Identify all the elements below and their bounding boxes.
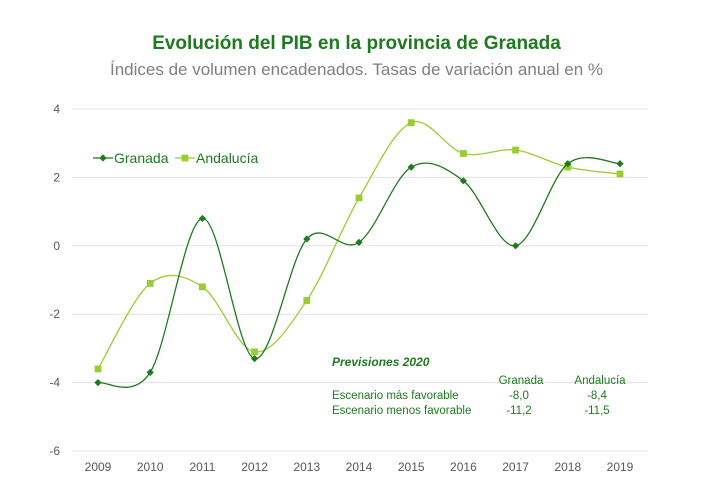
forecast-value: -11,2 xyxy=(506,405,531,417)
data-point-granada xyxy=(564,160,572,168)
y-tick-label: -4 xyxy=(49,376,60,390)
series-granada xyxy=(94,157,624,388)
x-tick-label: 2013 xyxy=(293,460,320,474)
forecast-title: Previsiones 2020 xyxy=(332,355,430,369)
gridlines xyxy=(72,108,648,452)
data-point-granada xyxy=(146,368,154,376)
chart-subtitle: Índices de volumen encadenados. Tasas de… xyxy=(109,60,604,79)
data-point-granada xyxy=(303,235,311,243)
y-tick-label: 2 xyxy=(53,170,60,184)
x-tick-label: 2015 xyxy=(398,460,425,474)
data-point-granada xyxy=(251,355,259,363)
data-point-andaluca xyxy=(355,194,363,202)
forecast-col-granada: Granada xyxy=(499,375,544,387)
forecast-row-label: Escenario más favorable xyxy=(332,390,459,402)
y-axis-ticks: 4 2 0 -2 -4 -6 xyxy=(49,102,60,458)
series-line-granada xyxy=(97,157,621,388)
data-point-andaluca xyxy=(407,119,415,127)
data-point-granada xyxy=(512,242,520,250)
legend-marker-granada xyxy=(99,154,107,162)
data-point-andaluca xyxy=(251,348,258,356)
data-point-granada xyxy=(355,238,363,246)
x-tick-label: 2009 xyxy=(85,460,112,474)
data-point-andaluca xyxy=(460,150,467,157)
x-tick-label: 2016 xyxy=(450,460,477,474)
chart-title: Evolución del PIB en la provincia de Gra… xyxy=(152,33,561,54)
data-point-andaluca xyxy=(303,297,311,304)
data-point-granada xyxy=(94,379,102,387)
forecast-col-andalucia: Andalucía xyxy=(574,375,626,387)
x-tick-label: 2010 xyxy=(137,460,164,474)
legend-label-andaluca: Andalucía xyxy=(196,150,258,166)
forecast-annotation: Previsiones 2020 Granada Andalucía Escen… xyxy=(332,355,626,417)
forecast-value: -8,4 xyxy=(587,390,607,402)
y-tick-label: -6 xyxy=(49,444,60,458)
x-tick-label: 2019 xyxy=(607,460,634,474)
forecast-row-label: Escenario menos favorable xyxy=(332,405,471,417)
x-tick-label: 2012 xyxy=(241,460,268,474)
forecast-value: -11,5 xyxy=(584,405,609,417)
y-tick-label: 0 xyxy=(53,239,60,253)
x-tick-label: 2017 xyxy=(502,460,529,474)
data-point-granada xyxy=(407,163,415,171)
series-layer xyxy=(94,119,624,388)
data-point-granada xyxy=(198,214,206,223)
x-tick-label: 2018 xyxy=(554,460,581,474)
legend-marker-andaluca xyxy=(181,154,189,162)
data-point-andaluca xyxy=(199,283,206,291)
x-tick-label: 2011 xyxy=(189,460,215,474)
data-point-andaluca xyxy=(616,170,624,178)
data-point-andaluca xyxy=(146,280,154,287)
forecast-value: -8,0 xyxy=(509,390,529,402)
data-point-andaluca xyxy=(512,146,519,154)
legend-label-granada: Granada xyxy=(114,150,169,166)
data-point-granada xyxy=(459,177,467,185)
data-point-andaluca xyxy=(94,365,102,373)
x-axis-ticks: 2009 2010 2011 2012 2013 2014 2015 2016 2017 2018… xyxy=(85,460,634,474)
legend: Granada Andalucía xyxy=(93,150,258,166)
y-tick-label: 4 xyxy=(53,102,60,116)
x-tick-label: 2014 xyxy=(346,460,373,474)
y-tick-label: -2 xyxy=(49,307,60,321)
data-point-granada xyxy=(616,160,624,168)
